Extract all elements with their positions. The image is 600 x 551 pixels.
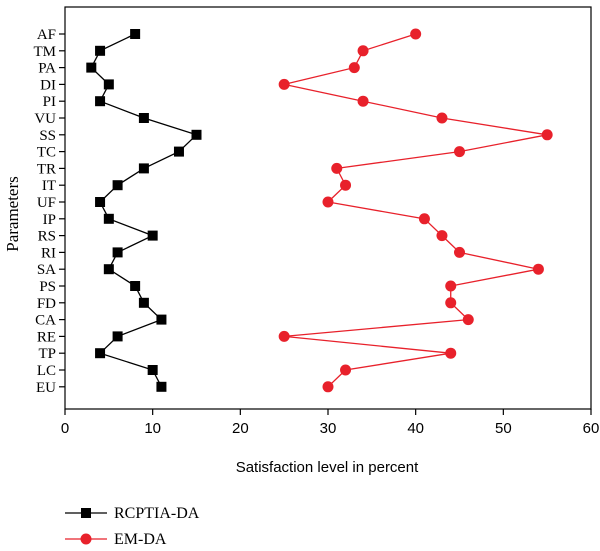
data-point — [138, 297, 149, 308]
data-point — [130, 281, 141, 291]
y-tick-label: DI — [40, 77, 56, 93]
data-point — [173, 146, 184, 157]
data-point — [410, 28, 422, 40]
y-tick-label: TC — [37, 145, 56, 161]
data-point — [112, 331, 123, 342]
y-tick-label: PS — [39, 279, 56, 295]
data-point — [95, 197, 106, 207]
data-point — [454, 246, 465, 258]
data-point — [436, 112, 448, 124]
plot-frame — [64, 6, 592, 410]
data-point — [130, 29, 141, 39]
data-point — [103, 79, 114, 90]
series-em-da — [278, 28, 553, 393]
data-point — [112, 247, 123, 258]
y-tick-label: PA — [38, 61, 56, 77]
y-tick-label: VU — [34, 111, 56, 127]
data-point — [340, 364, 352, 376]
data-point — [445, 297, 457, 309]
y-tick-label: IP — [43, 212, 56, 228]
y-tick-label: CA — [35, 313, 56, 329]
legend-label: EM-DA — [114, 531, 167, 548]
data-point — [156, 314, 167, 325]
legend-item: EM-DA — [65, 531, 167, 548]
data-point — [357, 95, 369, 107]
y-tick-label: TR — [37, 161, 56, 177]
data-point — [86, 62, 97, 73]
legend-item: RCPTIA-DA — [65, 505, 200, 522]
x-tick-label: 30 — [320, 420, 337, 437]
data-point — [532, 263, 544, 275]
y-axis-title: Parameters — [3, 176, 22, 252]
data-point — [322, 196, 334, 208]
y-tick-label: RE — [37, 329, 56, 345]
series-line — [90, 33, 198, 388]
data-point — [278, 330, 290, 342]
data-point — [322, 381, 334, 393]
legend: RCPTIA-DA EM-DA — [65, 505, 200, 548]
data-point — [348, 62, 360, 74]
data-point — [445, 347, 457, 359]
y-tick-label: PI — [43, 94, 56, 110]
axes: 0 10 20 30 40 50 60AFTMPADIPIVUSSTCTRITUFIPRSR… — [34, 6, 600, 437]
y-tick-label: IT — [42, 178, 56, 194]
x-tick-label: 60 — [583, 420, 600, 437]
data-point — [112, 180, 123, 191]
data-point — [147, 230, 158, 241]
y-tick-label: RI — [41, 245, 56, 261]
legend-label: RCPTIA-DA — [114, 505, 200, 522]
data-point — [95, 96, 106, 107]
y-tick-label: TP — [38, 346, 56, 362]
data-point — [331, 162, 343, 174]
x-axis-title: Satisfaction level in percent — [236, 459, 419, 476]
data-point — [138, 113, 149, 123]
data-point — [340, 179, 352, 191]
data-point — [156, 381, 167, 392]
data-point — [103, 264, 114, 275]
y-tick-label: SS — [39, 128, 56, 144]
series-line — [284, 33, 548, 388]
x-tick-label: 20 — [232, 420, 249, 437]
data-point — [138, 163, 149, 174]
y-tick-label: AF — [37, 27, 56, 43]
series-rcptia-da — [86, 29, 202, 392]
data-point — [103, 213, 114, 224]
data-point — [445, 280, 457, 292]
y-tick-label: FD — [37, 296, 56, 312]
y-tick-label: EU — [36, 380, 56, 396]
x-tick-label: 10 — [144, 420, 161, 437]
y-tick-label: UF — [37, 195, 56, 211]
data-point — [357, 45, 369, 57]
data-point — [541, 129, 553, 141]
y-tick-label: LC — [37, 363, 56, 379]
data-point — [147, 365, 158, 375]
legend-marker — [81, 508, 91, 518]
data-point — [95, 348, 106, 359]
series-layer — [86, 28, 553, 393]
legend-marker — [80, 533, 92, 545]
data-point — [191, 129, 202, 140]
y-tick-label: SA — [37, 262, 56, 278]
data-point — [95, 45, 106, 56]
data-point — [418, 213, 430, 225]
data-point — [436, 230, 448, 242]
y-tick-label: TM — [34, 44, 57, 60]
y-tick-label: RS — [38, 229, 56, 245]
data-point — [462, 314, 474, 326]
data-point — [454, 146, 465, 158]
x-tick-label: 50 — [495, 420, 512, 437]
x-tick-label: 40 — [407, 420, 424, 437]
data-point — [278, 78, 290, 90]
x-tick-label: 0 — [61, 420, 69, 437]
